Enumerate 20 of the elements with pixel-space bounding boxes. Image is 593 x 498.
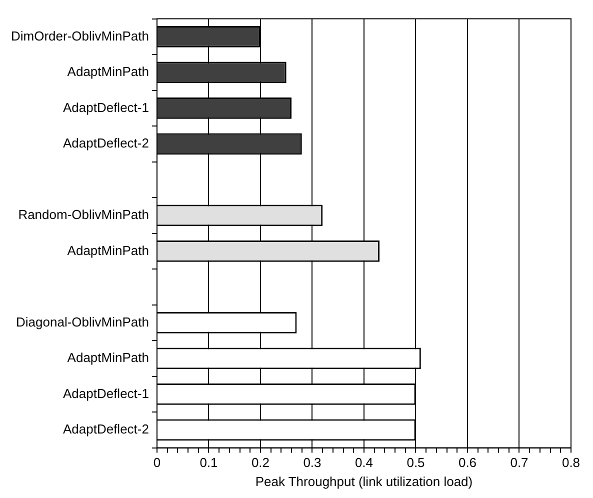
y-tick-label: DimOrder-OblivMinPath — [10, 28, 149, 44]
x-tick-label: 0.6 — [458, 455, 477, 470]
y-tick-label: AdaptDeflect-2 — [62, 422, 149, 437]
y-tick-label: AdaptMinPath — [67, 64, 149, 80]
x-tick-label: 0.7 — [510, 455, 528, 470]
y-tick-label: Random-OblivMinPath — [18, 207, 149, 222]
y-tick-label: AdaptMinPath — [67, 350, 149, 366]
x-tick-label: 0.4 — [354, 455, 374, 470]
y-tick-label: AdaptMinPath — [67, 242, 149, 258]
x-tick-label: 0.5 — [406, 455, 425, 470]
y-tick-label: AdaptDeflect-1 — [62, 386, 149, 401]
x-tick-label: 0.1 — [200, 455, 218, 470]
x-axis-title: Peak Throughput (link utilization load) — [255, 474, 473, 489]
x-tick-label: 0.8 — [562, 455, 580, 470]
y-tick-label: Diagonal-OblivMinPath — [16, 314, 149, 330]
y-tick-label: AdaptDeflect-1 — [62, 100, 149, 115]
x-tick-label: 0.3 — [303, 455, 322, 470]
y-tick-label: AdaptDeflect-2 — [62, 136, 149, 151]
x-tick-label: 0.2 — [251, 455, 270, 470]
x-tick-label: 0 — [153, 455, 161, 470]
